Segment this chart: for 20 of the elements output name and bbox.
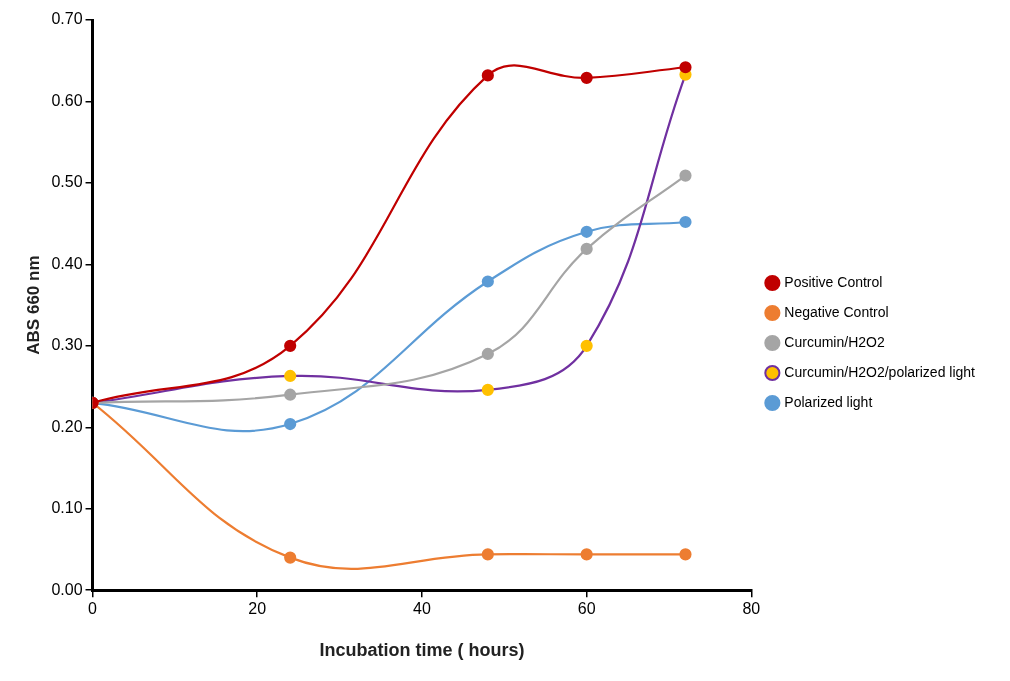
y-tick-label: 0.50 (51, 173, 83, 191)
y-tick-label: 0.60 (51, 91, 83, 109)
y-tick-label: 0.30 (51, 336, 83, 354)
y-tick-label: 0.40 (51, 254, 83, 272)
legend-label: Positive Control (784, 273, 883, 290)
y-tick-label: 0.70 (51, 10, 83, 28)
x-tick-label: 60 (577, 600, 596, 618)
legend-label: Curcumin/H2O2 (784, 333, 885, 350)
y-axis-title: ABS 660 nm (23, 255, 43, 355)
x-tick-label: 40 (413, 600, 431, 618)
legend-label: Negative Control (784, 303, 889, 320)
y-tick-label: 0.00 (51, 580, 83, 598)
x-tick-label: 20 (248, 600, 267, 618)
y-tick-label: 0.20 (51, 417, 83, 435)
y-tick-label: 0.10 (51, 499, 83, 517)
legend-label: Polarized light (784, 393, 873, 410)
x-axis-title: Incubation time ( hours) (319, 640, 525, 661)
x-tick-label: 80 (742, 600, 761, 618)
legend-label: Curcumin/H2O2/polarized light (784, 363, 976, 380)
x-tick-label: 0 (88, 600, 98, 618)
